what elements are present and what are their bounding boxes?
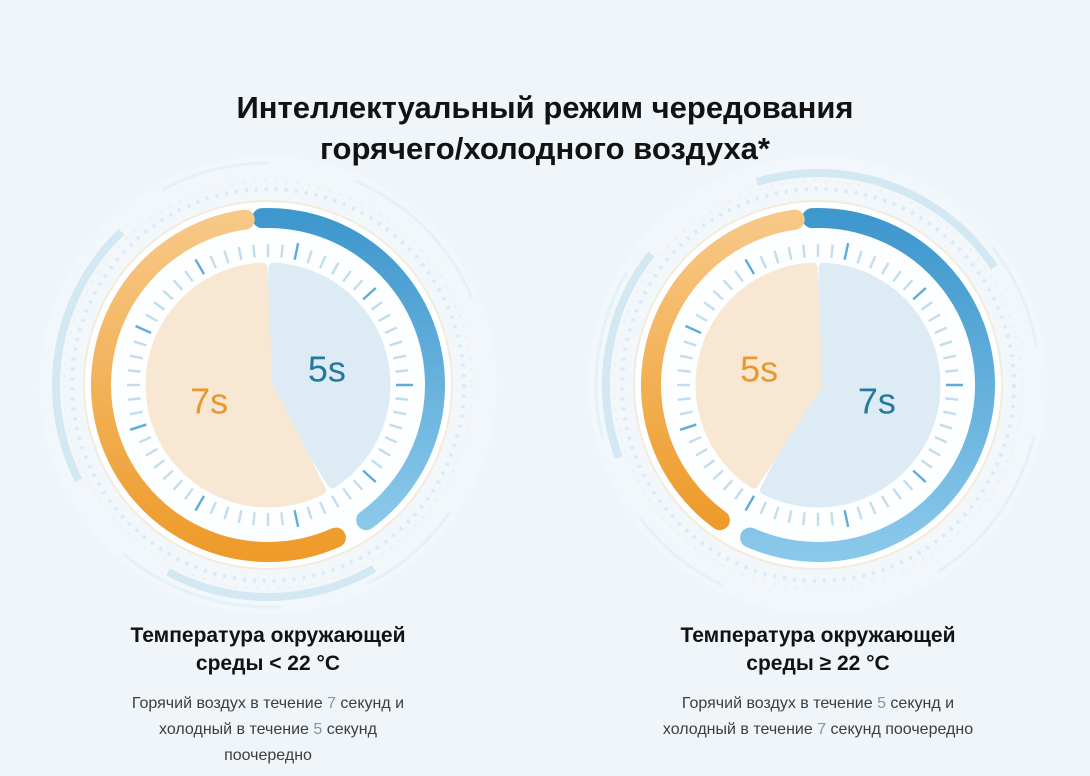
hot-slice-label: 5s xyxy=(740,349,778,390)
caption-right: Температура окружающей среды ≥ 22 °C Горя… xyxy=(588,622,1048,743)
caption-left: Температура окружающей среды < 22 °C Горя… xyxy=(38,622,498,770)
caption-right-heading-line2: среды ≥ 22 °C xyxy=(746,651,890,675)
tick-ring xyxy=(677,242,963,528)
page-title-line2: горячего/холодного воздуха* xyxy=(320,130,770,166)
page-title-line1: Интеллектуальный режим чередования xyxy=(236,90,854,125)
tick-ring xyxy=(127,242,413,528)
caption-right-heading: Температура окружающей среды ≥ 22 °C xyxy=(588,622,1048,678)
cold-slice xyxy=(759,262,941,508)
dial-chart-warm-climate: 7s 5s xyxy=(588,155,1048,615)
caption-left-heading: Температура окружающей среды < 22 °C xyxy=(38,622,498,678)
hot-slice xyxy=(145,262,327,508)
cold-arc xyxy=(252,208,445,531)
caption-left-heading-line1: Температура окружающей xyxy=(130,624,406,647)
caption-left-description: Горячий воздух в течение 7 секунд и холод… xyxy=(131,694,405,765)
caption-right-heading-line1: Температура окружающей xyxy=(680,624,956,647)
page-title: Интеллектуальный режим чередования горяче… xyxy=(0,88,1090,170)
dial-chart-cold-climate: 5s 7s xyxy=(38,155,498,615)
cold-slice xyxy=(263,262,391,489)
hot-arc xyxy=(91,209,346,562)
cold-arc xyxy=(740,208,995,562)
hot-arc xyxy=(641,209,805,531)
hot-slice xyxy=(695,262,823,489)
caption-right-description: Горячий воздух в течение 5 секунд и холод… xyxy=(662,694,974,739)
cold-slice-label: 5s xyxy=(308,349,346,390)
hot-slice-label: 7s xyxy=(190,380,228,421)
cold-slice-label: 7s xyxy=(858,380,896,421)
caption-left-heading-line2: среды < 22 °C xyxy=(195,651,341,675)
